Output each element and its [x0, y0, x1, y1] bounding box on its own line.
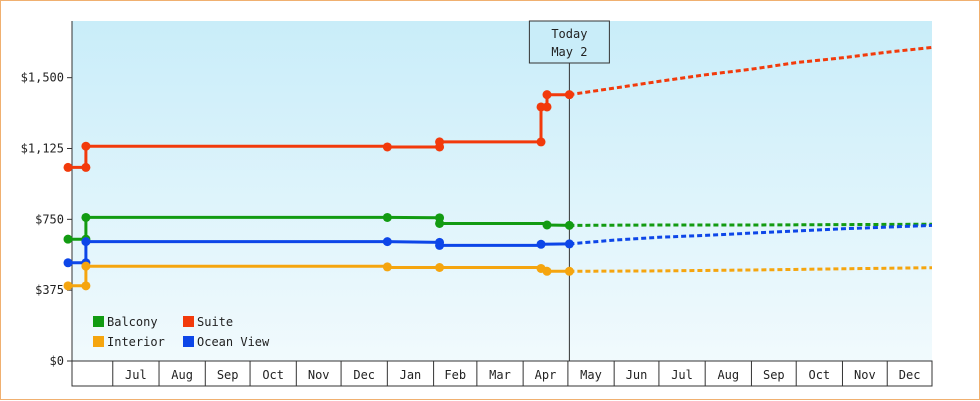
month-label: Sep	[763, 368, 785, 382]
data-point	[536, 137, 546, 147]
data-point	[382, 142, 392, 152]
plot-area	[72, 21, 932, 361]
data-point	[63, 281, 73, 291]
data-point	[542, 266, 552, 276]
data-point	[542, 90, 552, 100]
data-point	[81, 162, 91, 172]
y-tick-label: $375	[35, 283, 64, 297]
month-label: Aug	[171, 368, 193, 382]
data-point	[564, 239, 574, 249]
month-label: Oct	[808, 368, 830, 382]
legend-item-suite: Suite	[183, 315, 233, 329]
legend-label: Balcony	[107, 315, 158, 329]
forecast-line-ocean-view	[569, 223, 933, 246]
month-label: Dec	[899, 368, 921, 382]
month-label: Sep	[217, 368, 239, 382]
data-point	[382, 212, 392, 222]
data-point	[63, 258, 73, 268]
legend-item-ocean-view: Ocean View	[183, 335, 270, 349]
legend-swatch	[93, 316, 104, 327]
month-label: Nov	[854, 368, 876, 382]
y-tick-label: $0	[50, 354, 64, 368]
legend-swatch	[183, 336, 194, 347]
month-label: Aug	[717, 368, 739, 382]
data-point	[542, 220, 552, 230]
month-axis-strip	[71, 360, 933, 387]
legend-label: Suite	[197, 315, 233, 329]
series-interior	[63, 261, 933, 291]
month-label: Jun	[626, 368, 648, 382]
data-point	[435, 218, 445, 228]
legend-swatch	[183, 316, 194, 327]
month-label: Feb	[444, 368, 466, 382]
data-point	[435, 240, 445, 250]
month-label: Jul	[671, 368, 693, 382]
month-label: Apr	[535, 368, 557, 382]
today-date: May 2	[551, 45, 587, 59]
legend-item-balcony: Balcony	[93, 315, 158, 329]
series-ocean-view	[63, 223, 933, 268]
data-point	[435, 263, 445, 272]
data-point	[81, 281, 91, 291]
data-point	[63, 234, 73, 244]
legend-label: Ocean View	[197, 335, 270, 349]
forecast-line-suite	[569, 45, 933, 97]
month-label: Oct	[262, 368, 284, 382]
data-point	[536, 239, 546, 249]
data-point	[81, 237, 91, 247]
forecast-line-balcony	[569, 222, 933, 227]
month-label: Dec	[353, 368, 375, 382]
month-label: Mar	[489, 368, 511, 382]
series-balcony	[63, 212, 933, 244]
y-tick-label: $1,125	[21, 142, 64, 156]
legend-item-interior: Interior	[93, 335, 165, 349]
y-tick-label: $750	[35, 212, 64, 226]
legend-swatch	[93, 336, 104, 347]
month-label: Nov	[308, 368, 330, 382]
data-point	[63, 162, 73, 172]
series-suite	[63, 45, 933, 172]
data-point	[81, 212, 91, 222]
data-point	[564, 220, 574, 230]
data-point	[435, 137, 445, 147]
month-label: May	[580, 368, 602, 382]
data-point	[81, 261, 91, 271]
data-point	[542, 102, 552, 112]
today-box	[528, 20, 610, 64]
forecast-line-interior	[569, 266, 933, 273]
data-point	[564, 266, 574, 276]
legend-label: Interior	[107, 335, 165, 349]
data-point	[564, 90, 574, 100]
data-point	[81, 141, 91, 151]
today-label: Today	[551, 27, 587, 41]
month-label: Jul	[125, 368, 147, 382]
month-label: Jan	[400, 368, 422, 382]
y-tick-label: $1,500	[21, 71, 64, 85]
data-point	[382, 262, 392, 272]
data-point	[382, 237, 392, 247]
